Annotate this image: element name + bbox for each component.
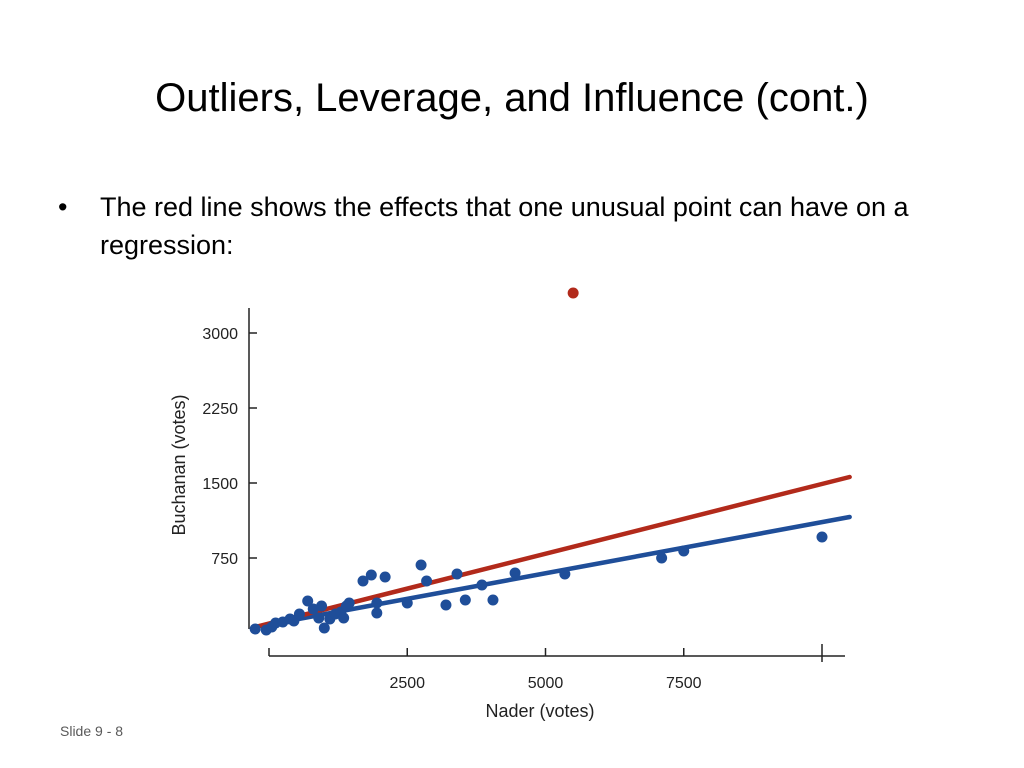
bullet-icon: •	[58, 192, 68, 222]
data-point	[371, 607, 383, 619]
y-axis-label: Buchanan (votes)	[169, 394, 189, 535]
data-point	[559, 568, 571, 580]
data-point	[678, 545, 690, 557]
data-point	[313, 612, 325, 624]
data-point	[440, 599, 452, 611]
data-point	[459, 594, 471, 606]
data-point	[338, 612, 350, 624]
data-point	[249, 623, 261, 635]
data-point	[316, 600, 328, 612]
data-point	[318, 622, 330, 634]
outlier-point	[567, 287, 579, 299]
data-point	[509, 567, 521, 579]
x-tick-label: 5000	[528, 675, 564, 692]
y-tick-label: 2250	[202, 401, 238, 418]
y-tick-label: 1500	[202, 476, 238, 493]
y-tick-label: 750	[211, 551, 238, 568]
x-tick-label: 2500	[389, 675, 425, 692]
data-point	[293, 608, 305, 620]
data-point	[421, 575, 433, 587]
regression-line-blue	[252, 514, 852, 630]
x-axis-label: Nader (votes)	[485, 701, 594, 721]
slide-number: Slide 9 - 8	[60, 723, 124, 739]
data-point	[365, 569, 377, 581]
data-point	[476, 579, 488, 591]
bullet-text: The red line shows the effects that one …	[100, 192, 909, 260]
data-point	[415, 559, 427, 571]
data-point	[343, 597, 355, 609]
data-point	[451, 568, 463, 580]
data-point	[302, 595, 314, 607]
data-point	[307, 603, 319, 615]
data-point	[487, 594, 499, 606]
data-point	[379, 571, 391, 583]
data-point	[816, 531, 828, 543]
x-tick-label: 7500	[666, 675, 702, 692]
data-point	[401, 597, 413, 609]
data-point	[656, 552, 668, 564]
y-tick-label: 3000	[202, 326, 238, 343]
data-point	[371, 597, 383, 609]
slide-title: Outliers, Leverage, and Influence (cont.…	[155, 76, 869, 120]
data-point	[357, 575, 369, 587]
